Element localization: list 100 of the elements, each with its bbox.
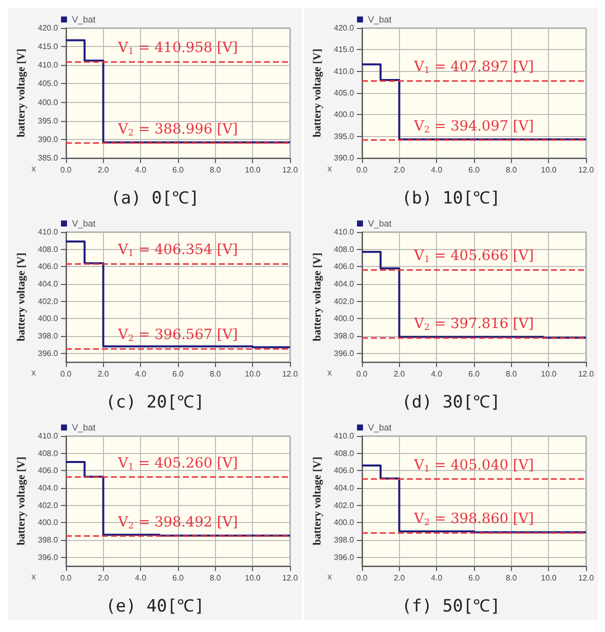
x-axis-title: x [31,368,36,378]
x-tick-label: 0.0 [60,166,72,174]
y-tick-label: 406.0 [38,466,58,476]
y-tick-label: 402.0 [334,500,354,510]
x-axis-title: x [327,368,332,378]
x-tick-label: 6.0 [468,574,480,582]
y-tick-label: 400.0 [334,314,354,324]
y-axis-title: battery voltage [V] [312,48,324,138]
y-tick-label: 408.0 [334,244,354,254]
y-tick-label: 400.0 [38,314,58,324]
y-tick-label: 420.0 [38,24,58,32]
y-tick-label: 395.0 [38,116,58,126]
y-tick-label: 396.0 [334,552,354,562]
legend-label: V_bat [72,14,96,24]
y-tick-label: 390.0 [334,154,354,162]
y-tick-label: 405.0 [334,88,354,98]
y-tick-label: 420.0 [334,24,354,32]
x-tick-label: 8.0 [506,574,518,582]
x-tick-label: 12.0 [578,370,594,378]
y-tick-label: 402.0 [38,500,58,510]
x-tick-label: 6.0 [172,370,184,378]
x-tick-label: 2.0 [394,370,406,378]
y-tick-label: 404.0 [38,280,58,288]
x-tick-label: 8.0 [506,370,518,378]
x-tick-label: 12.0 [282,370,298,378]
y-tick-label: 408.0 [38,244,58,254]
x-tick-label: 0.0 [356,166,368,174]
x-tick-label: 10.0 [540,166,557,174]
y-tick-label: 410.0 [38,432,58,440]
x-tick-label: 4.0 [135,370,147,378]
x-tick-label: 4.0 [431,166,443,174]
x-tick-label: 6.0 [468,370,480,378]
y-tick-label: 410.0 [334,228,354,236]
y-tick-label: 410.0 [38,60,58,70]
y-tick-label: 398.0 [38,536,58,544]
y-tick-label: 410.0 [38,228,58,236]
y-tick-label: 404.0 [38,484,58,492]
x-tick-label: 0.0 [356,574,368,582]
text: (b) 10[℃] [402,188,500,208]
y-tick-label: 408.0 [38,448,58,458]
y-tick-label: 402.0 [334,296,354,306]
text: (c) 20[℃] [106,392,204,412]
x-tick-label: 2.0 [98,166,110,174]
x-tick-label: 8.0 [210,574,222,582]
x-tick-label: 6.0 [172,574,184,582]
y-tick-label: 404.0 [334,280,354,288]
text: (a) 0[℃] [110,188,200,208]
legend-label: V_bat [368,422,392,432]
x-tick-label: 12.0 [282,574,298,582]
text: (d) 30[℃] [402,392,500,412]
x-tick-label: 2.0 [394,574,406,582]
x-tick-label: 10.0 [244,370,261,378]
x-tick-label: 2.0 [98,574,110,582]
y-tick-label: 395.0 [334,132,354,141]
y-tick-label: 398.0 [334,536,354,544]
y-axis-title: battery voltage [V] [16,252,28,342]
x-axis-title: x [31,572,36,582]
x-tick-label: 12.0 [282,166,298,174]
x-tick-label: 8.0 [506,166,518,174]
x-tick-label: 4.0 [135,574,147,582]
y-tick-label: 405.0 [38,79,58,88]
text: (e) 40[℃] [106,596,204,616]
x-tick-label: 0.0 [356,370,368,378]
y-tick-label: 396.0 [38,348,58,358]
x-tick-label: 0.0 [60,574,72,582]
x-tick-label: 10.0 [244,166,261,174]
x-tick-label: 2.0 [98,370,110,378]
y-axis-title: battery voltage [V] [312,252,324,342]
x-tick-label: 2.0 [394,166,406,174]
y-tick-label: 400.0 [38,98,58,107]
x-tick-label: 10.0 [540,574,557,582]
y-tick-label: 415.0 [334,45,354,54]
x-axis-title: x [327,164,332,174]
y-tick-label: 385.0 [38,154,58,162]
y-tick-label: 406.0 [38,262,58,272]
legend-label: V_bat [368,218,392,228]
x-axis-title: x [327,572,332,582]
x-tick-label: 4.0 [431,574,443,582]
text: (f) 50[℃] [402,596,500,616]
x-tick-label: 4.0 [431,370,443,378]
y-tick-label: 402.0 [38,296,58,306]
x-tick-label: 0.0 [60,370,72,378]
y-tick-label: 406.0 [334,466,354,476]
y-tick-label: 400.0 [334,110,354,120]
y-tick-label: 415.0 [38,42,58,52]
x-tick-label: 4.0 [135,166,147,174]
x-axis-title: x [31,164,36,174]
y-tick-label: 398.0 [334,332,354,340]
y-tick-label: 398.0 [38,332,58,340]
y-axis-title: battery voltage [V] [16,456,28,546]
x-tick-label: 12.0 [578,574,594,582]
y-tick-label: 396.0 [334,348,354,358]
x-tick-label: 8.0 [210,370,222,378]
legend-label: V_bat [72,218,96,228]
y-tick-label: 390.0 [38,134,58,144]
x-tick-label: 10.0 [540,370,557,378]
legend-label: V_bat [368,14,392,24]
y-tick-label: 406.0 [334,262,354,272]
y-tick-label: 408.0 [334,448,354,458]
x-tick-label: 12.0 [578,166,594,174]
